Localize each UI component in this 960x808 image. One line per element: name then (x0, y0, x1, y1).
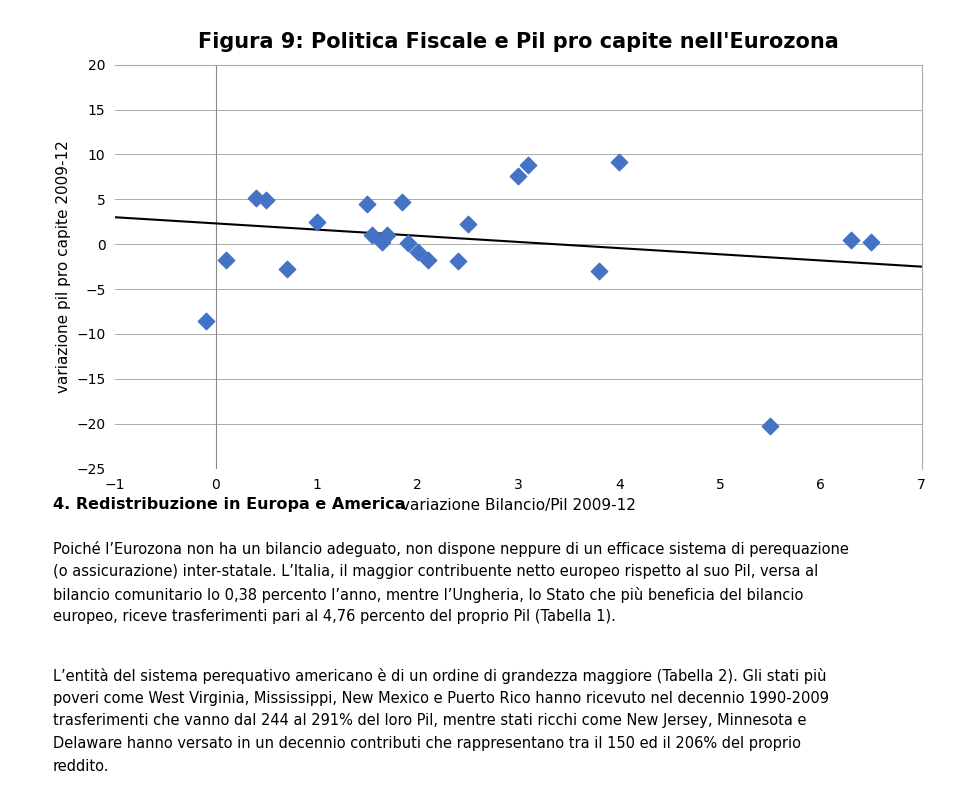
Text: europeo, riceve trasferimenti pari al 4,76 percento del proprio Pil (Tabella 1).: europeo, riceve trasferimenti pari al 4,… (53, 609, 615, 625)
Text: L’entità del sistema perequativo americano è di un ordine di grandezza maggiore : L’entità del sistema perequativo america… (53, 668, 827, 684)
Y-axis label: variazione pil pro capite 2009-12: variazione pil pro capite 2009-12 (56, 141, 71, 393)
Point (399, 237, 415, 250)
Point (309, 215, 324, 228)
Text: Delaware hanno versato in un decennio contributi che rappresentano tra il 150 ed: Delaware hanno versato in un decennio co… (53, 736, 801, 751)
Point (410, 246, 425, 259)
Point (612, 156, 627, 169)
Point (863, 236, 878, 249)
Point (379, 229, 395, 242)
Text: bilancio comunitario lo 0,38 percento l’anno, mentre l’Ungheria, lo Stato che pi: bilancio comunitario lo 0,38 percento l’… (53, 587, 804, 603)
Text: (o assicurazione) inter-statale. L’Italia, il maggior contribuente netto europeo: (o assicurazione) inter-statale. L’Itali… (53, 564, 818, 579)
Point (762, 419, 778, 432)
Point (511, 170, 526, 183)
Point (278, 263, 294, 276)
Point (520, 158, 536, 171)
Point (395, 196, 410, 208)
X-axis label: variazione Bilancio/Pil 2009-12: variazione Bilancio/Pil 2009-12 (401, 498, 636, 513)
Point (591, 265, 607, 278)
Text: Poiché l’Eurozona non ha un bilancio adeguato, non dispone neppure di un efficac: Poiché l’Eurozona non ha un bilancio ade… (53, 541, 849, 558)
Point (359, 197, 374, 210)
Point (460, 218, 475, 231)
Point (218, 254, 234, 267)
Text: trasferimenti che vanno dal 244 al 291% del loro Pil, mentre stati ricchi come N: trasferimenti che vanno dal 244 al 291% … (53, 713, 806, 729)
Text: reddito.: reddito. (53, 759, 109, 774)
Title: Figura 9: Politica Fiscale e Pil pro capite nell'Eurozona: Figura 9: Politica Fiscale e Pil pro cap… (198, 32, 839, 52)
Text: 4. Redistribuzione in Europa e America: 4. Redistribuzione in Europa e America (53, 497, 405, 512)
Point (258, 194, 275, 207)
Point (843, 234, 858, 246)
Text: poveri come West Virginia, Mississippi, New Mexico e Puerto Rico hanno ricevuto : poveri come West Virginia, Mississippi, … (53, 691, 828, 706)
Point (249, 191, 264, 204)
Point (365, 229, 380, 242)
Point (374, 236, 390, 249)
Point (450, 255, 466, 267)
Point (198, 314, 213, 327)
Point (420, 254, 435, 267)
